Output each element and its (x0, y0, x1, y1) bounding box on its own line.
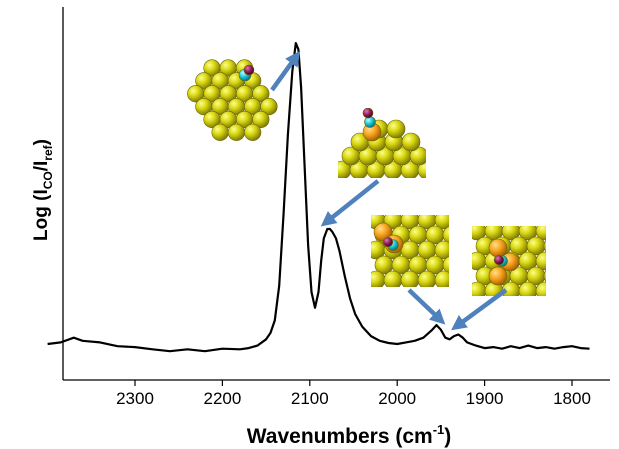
cluster-bridge-view-arrow (407, 288, 446, 325)
cluster-hollow-view-arrow (451, 288, 508, 331)
gold-atom (417, 160, 426, 178)
gold-atom (535, 251, 546, 271)
x-tick-label: 1900 (466, 389, 504, 408)
gold-atom (400, 270, 420, 287)
pd-atom (488, 266, 508, 286)
gold-atom (434, 240, 449, 260)
gold-atom (472, 281, 487, 296)
oxygen-atom (382, 236, 394, 248)
x-axis-title: Wavenumbers (cm-1) (247, 422, 452, 448)
gold-atom (518, 281, 538, 296)
gold-atom (252, 85, 270, 103)
gold-atom (417, 270, 437, 287)
gold-atom (252, 110, 270, 129)
gold-atom (401, 132, 421, 152)
series-layer (47, 42, 590, 353)
annotation-arrows (270, 50, 508, 331)
gold-atom (260, 97, 278, 116)
oxygen-atom (362, 108, 374, 119)
x-tick-label: 1800 (553, 389, 591, 408)
carbon-atom (364, 116, 376, 128)
axes: 2300 2200 2100 2000 1900 1800 (62, 7, 610, 408)
cluster-side-view-arrow (320, 179, 380, 227)
x-ticks: 2300 2200 2100 2000 1900 1800 (116, 380, 591, 408)
gold-atom (386, 119, 406, 139)
gold-atom (543, 269, 546, 283)
gold-atom (244, 123, 262, 141)
gold-atom (535, 226, 546, 241)
cluster-top-view-arrow (270, 50, 301, 92)
gold-atom (434, 270, 449, 287)
cluster-top-view-image (187, 59, 278, 141)
cluster-hollow-view-image (472, 226, 546, 296)
x-tick-label: 2100 (291, 389, 329, 408)
gold-atom (371, 270, 386, 287)
gold-atom (535, 281, 546, 296)
x-tick-label: 2300 (116, 389, 154, 408)
gold-atom (442, 226, 449, 244)
gold-atom (409, 146, 426, 166)
spectrum-line (47, 42, 590, 353)
pd-atom (488, 238, 508, 258)
cluster-side-view-image (338, 108, 426, 178)
gold-atom (442, 256, 449, 274)
cluster-bridge-view-image (371, 215, 449, 287)
gold-atom (227, 123, 246, 141)
y-axis-title: Log (ICO/Iref) (31, 139, 55, 241)
gold-atom (211, 123, 229, 141)
oxygen-atom (493, 254, 505, 266)
gold-atom (434, 215, 449, 230)
gold-atom (383, 270, 403, 287)
oxygen-atom (243, 64, 255, 76)
x-tick-label: 2200 (203, 389, 241, 408)
x-tick-label: 2000 (378, 389, 416, 408)
gold-atom (543, 239, 546, 253)
